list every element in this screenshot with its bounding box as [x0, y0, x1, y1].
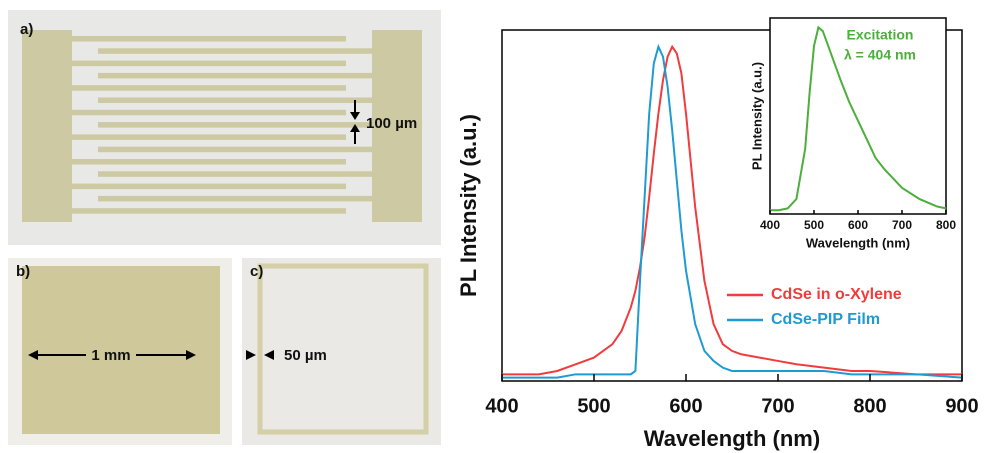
finger [72, 85, 346, 91]
y-axis-label: PL Intensity (a.u.) [456, 114, 481, 297]
arrow-head [246, 350, 256, 360]
finger [98, 97, 372, 103]
finger [98, 72, 372, 79]
arrow-head [264, 350, 274, 360]
x-axis-label: Wavelength (nm) [644, 426, 820, 451]
photo-c [242, 258, 441, 445]
electrode-frame [257, 263, 429, 435]
x-tick-label: 500 [804, 218, 824, 232]
finger [72, 109, 346, 116]
finger [98, 122, 372, 128]
legend-label: CdSe-PIP Film [771, 311, 880, 328]
x-tick-label: 400 [760, 218, 780, 232]
arrow-head [186, 350, 196, 360]
x-tick-label: 500 [577, 395, 610, 417]
x-tick-label: 800 [936, 218, 956, 232]
finger [98, 171, 372, 177]
annotation: λ = 404 nm [844, 47, 916, 63]
finger [72, 134, 346, 140]
finger [72, 159, 346, 165]
panel-label: b) [16, 263, 30, 280]
x-tick-label: 700 [761, 395, 794, 417]
finger [98, 146, 372, 153]
x-tick-label: 400 [485, 395, 518, 417]
finger [72, 60, 346, 67]
series-line [502, 44, 962, 376]
finger [72, 208, 346, 214]
arrow-head [350, 112, 360, 120]
x-tick-label: 700 [892, 218, 912, 232]
scale-label: 50 µm [284, 347, 327, 364]
annotation: Excitation [847, 27, 914, 43]
x-tick-label: 600 [848, 218, 868, 232]
x-tick-label: 800 [853, 395, 886, 417]
x-axis-label: Wavelength (nm) [806, 235, 910, 250]
finger [98, 48, 372, 54]
electrode-pad [372, 30, 422, 222]
x-tick-label: 900 [945, 395, 978, 417]
panel-label: c) [250, 263, 263, 280]
y-axis-label: PL Intensity (a.u.) [749, 62, 764, 170]
panel-label: a) [20, 21, 33, 38]
scale-label: 1 mm [91, 347, 130, 364]
label-bg [86, 346, 136, 364]
arrow-head [28, 350, 38, 360]
x-tick-label: 600 [669, 395, 702, 417]
finger [98, 195, 372, 202]
finger [72, 36, 346, 42]
finger [72, 183, 346, 190]
scale-label: 100 µm [366, 115, 417, 132]
electrode-fingers [72, 36, 372, 214]
series-line [502, 43, 963, 379]
legend-label: CdSe in o-Xylene [771, 286, 902, 303]
series-line [770, 25, 947, 212]
electrode-pad [22, 30, 72, 222]
arrow-head [350, 124, 360, 132]
